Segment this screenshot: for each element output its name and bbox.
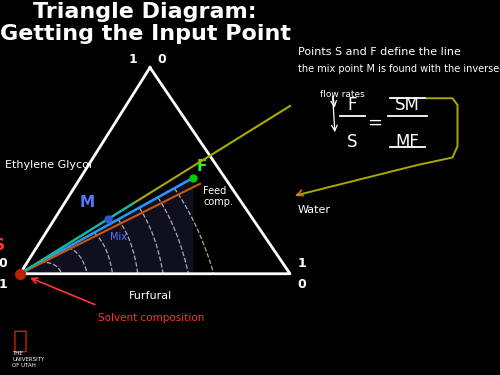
Polygon shape [20, 178, 193, 274]
Text: THE
UNIVERSITY
OF UTAH: THE UNIVERSITY OF UTAH [12, 351, 45, 368]
Text: 1: 1 [128, 53, 138, 66]
Text: Getting the Input Point: Getting the Input Point [0, 24, 290, 44]
Text: 0: 0 [0, 257, 8, 270]
Text: flow rates: flow rates [320, 90, 365, 99]
Text: 0: 0 [158, 53, 166, 66]
Text: Ⓤ: Ⓤ [12, 328, 28, 352]
Text: Points S and F define the line: Points S and F define the line [298, 47, 460, 57]
Text: 1: 1 [298, 257, 306, 270]
Text: 1: 1 [0, 278, 8, 291]
Text: Triangle Diagram:: Triangle Diagram: [33, 2, 257, 22]
Text: 0: 0 [298, 278, 306, 291]
Text: M: M [80, 195, 95, 210]
Text: F: F [196, 159, 207, 174]
Text: SM: SM [395, 96, 420, 114]
Text: Water: Water [298, 205, 330, 215]
Text: Mix: Mix [110, 232, 127, 243]
Text: S: S [0, 238, 5, 253]
Text: Furfural: Furfural [128, 291, 172, 301]
Text: MF: MF [396, 133, 419, 151]
Text: =: = [368, 114, 382, 132]
Text: Ethylene Glycol: Ethylene Glycol [5, 160, 92, 170]
Text: F: F [348, 96, 357, 114]
Text: Solvent composition: Solvent composition [98, 313, 204, 323]
Text: S: S [347, 133, 358, 151]
Text: the mix point M is found with the inverse-lever-arm rule: the mix point M is found with the invers… [298, 64, 500, 74]
Text: Feed
comp.: Feed comp. [204, 186, 234, 207]
